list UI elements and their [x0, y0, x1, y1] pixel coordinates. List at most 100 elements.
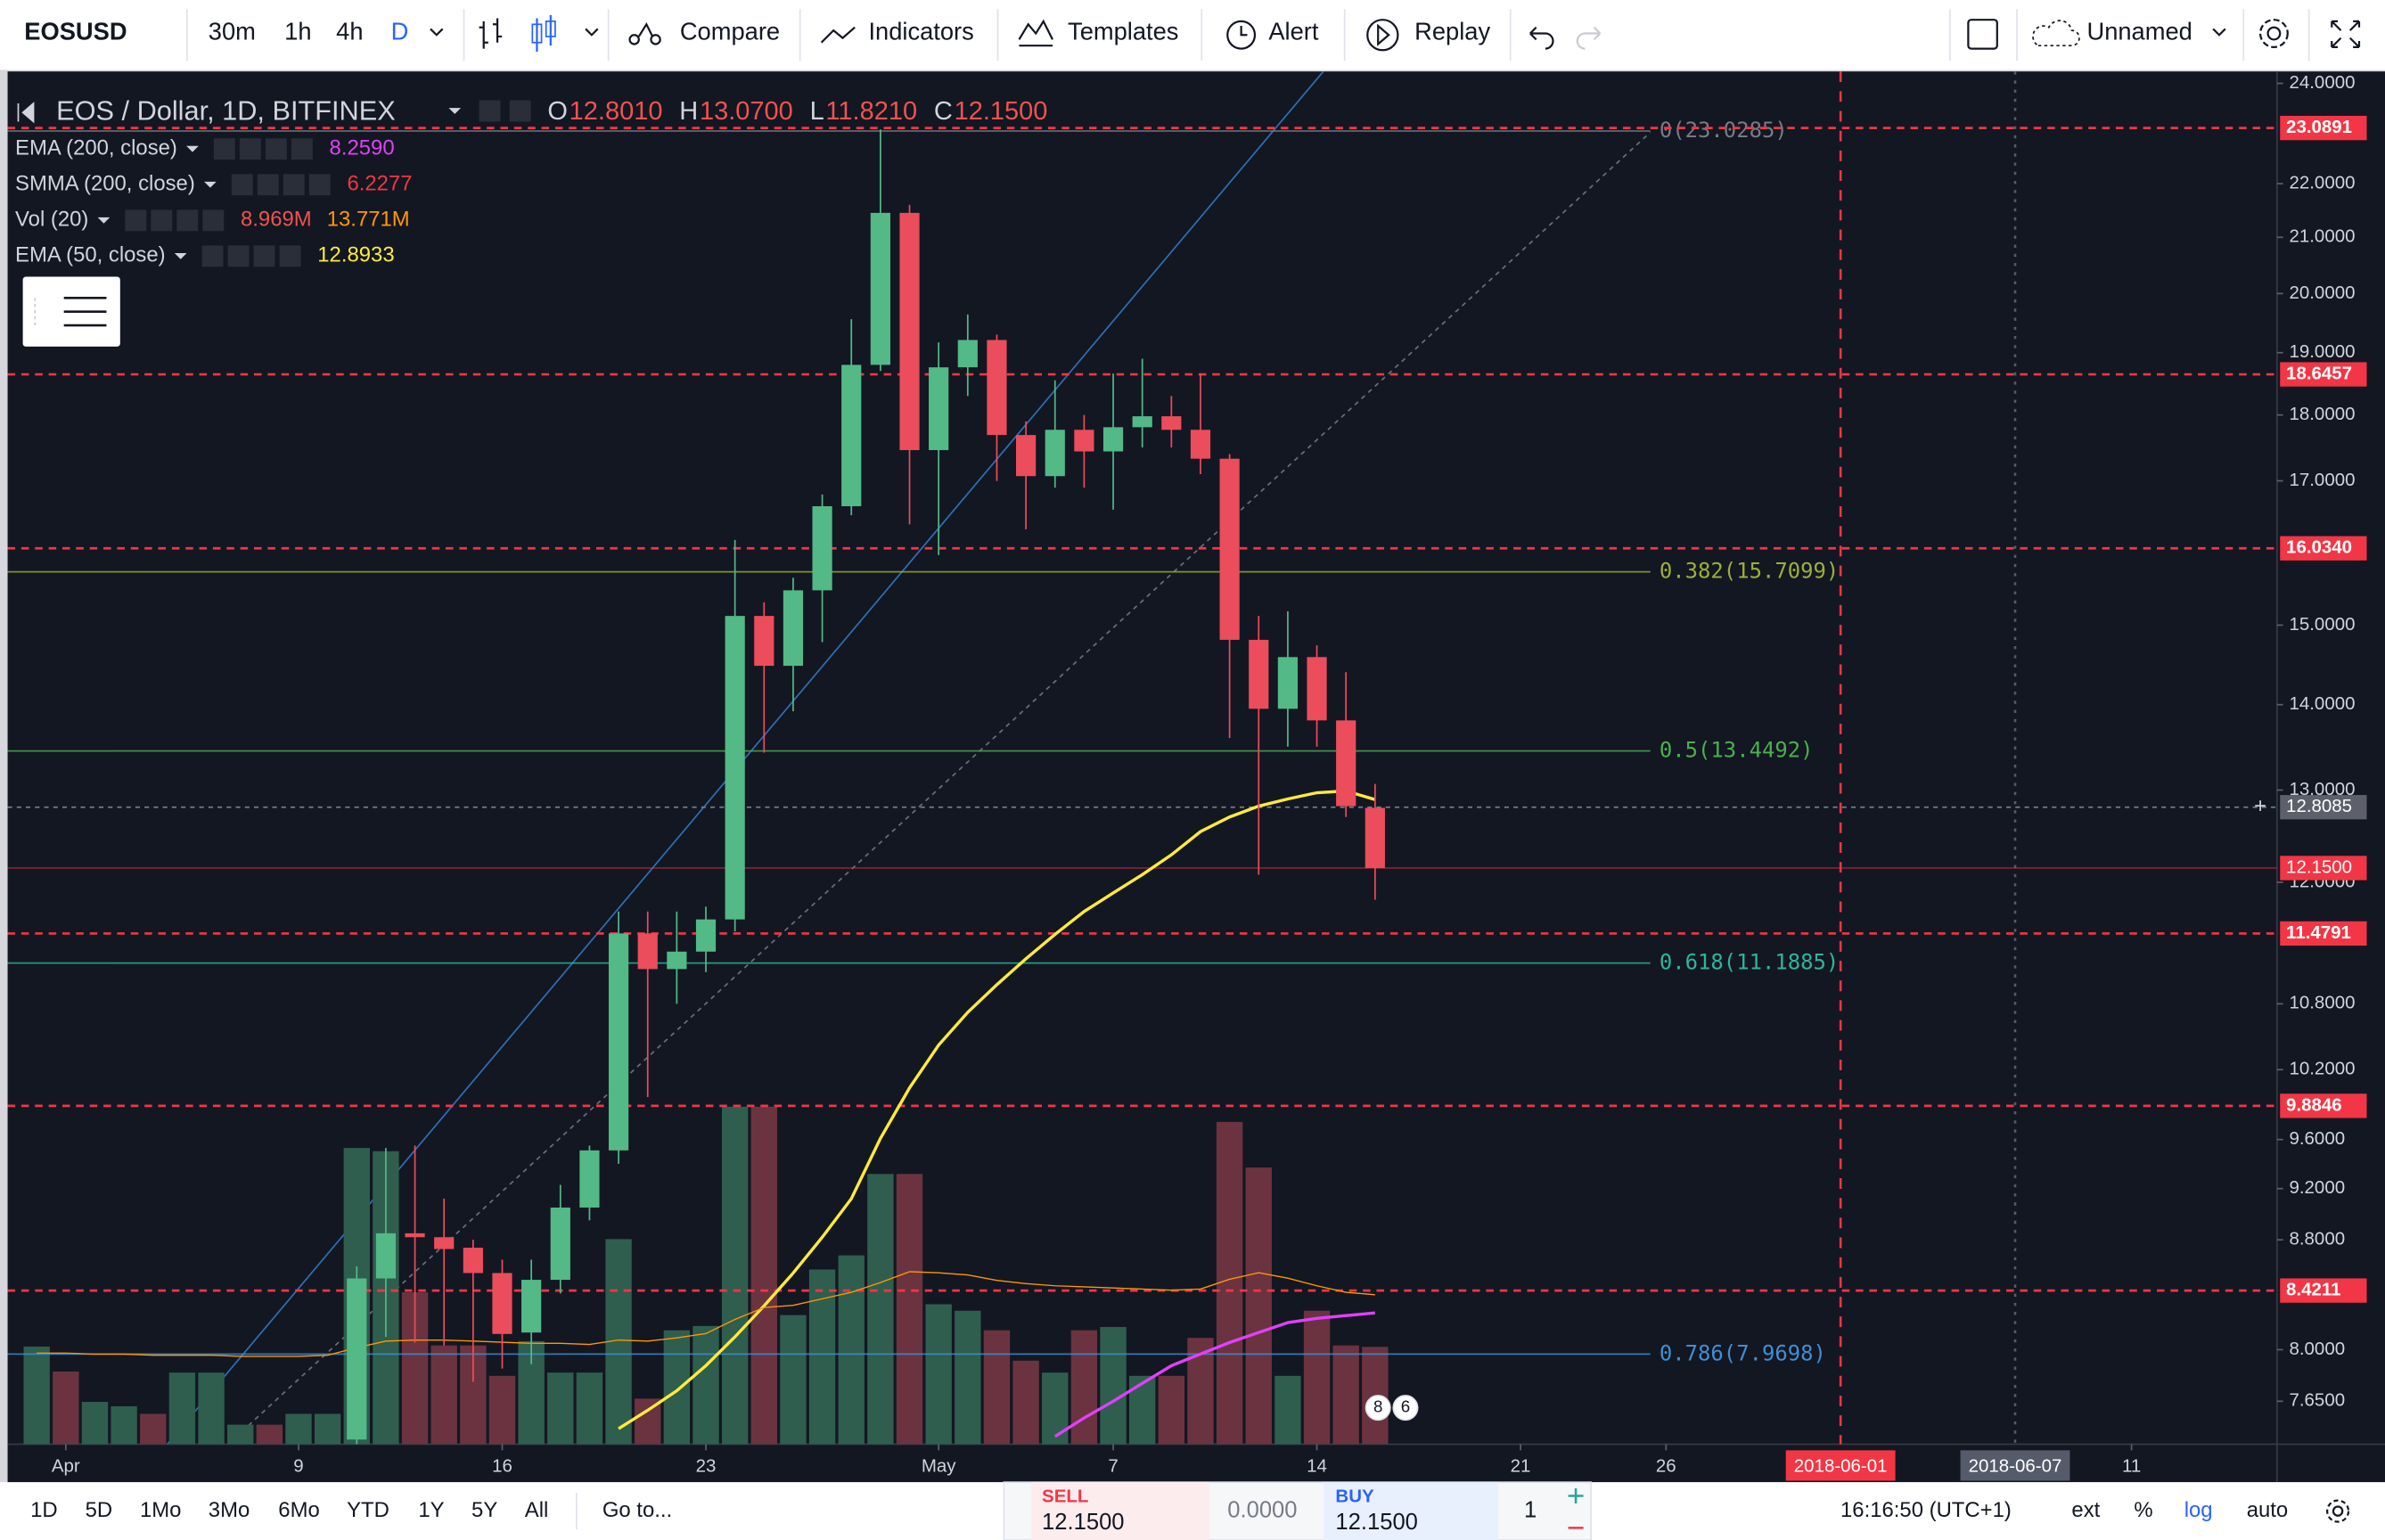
interval[interactable]: D [391, 18, 409, 45]
icon-button[interactable] [176, 209, 199, 232]
layout-name[interactable]: Unnamed [2087, 18, 2192, 45]
cloud-icon[interactable] [2032, 20, 2080, 47]
bar-style-icon[interactable] [479, 18, 503, 49]
undo[interactable] [1529, 26, 1554, 50]
interval[interactable]: 1h [284, 18, 311, 45]
volume-bar [547, 1372, 574, 1445]
event-badge[interactable] [1365, 1395, 1391, 1421]
crosshair-label: 12.8085 [2286, 796, 2352, 816]
sell-label: SELL [1042, 1487, 1088, 1507]
range-button[interactable]: 1Mo [140, 1498, 181, 1522]
caret[interactable] [585, 28, 599, 37]
compare-icon[interactable] [628, 22, 661, 45]
date-marker-label: 2018-06-01 [1794, 1456, 1888, 1477]
level-marker [2280, 115, 2367, 141]
y-tick-label: 8.0000 [2289, 1339, 2345, 1359]
icon-button[interactable] [479, 100, 501, 122]
caret[interactable] [204, 181, 217, 188]
range-button[interactable]: 5Y [471, 1498, 497, 1522]
icon-button[interactable] [231, 174, 253, 196]
y-tick-label: 15.0000 [2289, 614, 2355, 635]
icon-button[interactable] [509, 100, 531, 122]
y-tick-label: 8.8000 [2289, 1229, 2345, 1249]
caret[interactable] [186, 145, 199, 152]
range-button[interactable]: All [525, 1498, 549, 1522]
fullscreen-icon[interactable] [2331, 20, 2361, 48]
range-button[interactable]: 1D [30, 1498, 58, 1522]
icon-button[interactable] [279, 245, 301, 267]
settings-icon[interactable] [2326, 1499, 2350, 1523]
ohlc-key: L [810, 97, 824, 126]
volume-bar [314, 1413, 341, 1445]
icon-button[interactable] [151, 209, 173, 232]
templates-icon[interactable] [1018, 19, 1053, 47]
range-button[interactable]: 1Y [418, 1498, 444, 1522]
candle-body [1102, 427, 1124, 452]
toolbar [0, 0, 2385, 70]
symbol[interactable]: EOSUSD [24, 18, 127, 45]
alert-icon[interactable] [1226, 20, 1257, 50]
icon-button[interactable] [308, 174, 331, 196]
redo[interactable] [1576, 26, 1602, 50]
caret[interactable] [2212, 28, 2226, 37]
caret[interactable] [430, 28, 444, 37]
range-button[interactable]: 6Mo [278, 1498, 319, 1522]
icon-button[interactable] [202, 209, 225, 232]
event-badge-label[interactable]: 8 [1373, 1397, 1382, 1416]
ext-toggle[interactable]: ext [2071, 1498, 2100, 1522]
level-marker [2280, 362, 2367, 387]
percent-toggle[interactable]: % [2134, 1498, 2152, 1522]
legend: O 12.8010 H 13.0700 L 11.8210 C 12.1500 EMA (200… [15, 97, 1047, 267]
icon-button[interactable] [265, 138, 287, 160]
caret[interactable] [97, 217, 111, 224]
candle-body [1336, 720, 1356, 807]
compare-button[interactable]: Compare [680, 18, 780, 45]
icon-button[interactable] [125, 209, 147, 232]
templates-button[interactable]: Templates [1068, 18, 1178, 45]
x-tick-label: Apr [52, 1456, 80, 1477]
icon-button[interactable] [239, 138, 261, 160]
indicators-button[interactable]: Indicators [868, 18, 973, 45]
layout-icon[interactable] [1967, 19, 1998, 50]
interval[interactable]: 4h [336, 18, 363, 45]
volume-bar [140, 1413, 167, 1445]
alert-button[interactable]: Alert [1268, 18, 1319, 45]
indicator-line [618, 789, 1376, 1430]
candle-body [521, 1280, 542, 1333]
range-button[interactable]: YTD [347, 1498, 389, 1522]
volume-bar [198, 1372, 225, 1445]
event-badge-label[interactable]: 6 [1401, 1397, 1410, 1416]
log-toggle[interactable]: log [2184, 1498, 2213, 1522]
replay-button[interactable]: Replay [1414, 18, 1490, 45]
quantity[interactable]: 1 [1524, 1497, 1537, 1522]
icon-button[interactable] [227, 245, 250, 267]
candle-body [899, 212, 920, 451]
volume-bar [488, 1375, 516, 1445]
fib-label: 0.618(11.1885) [1660, 950, 1839, 975]
auto-toggle[interactable]: auto [2247, 1498, 2288, 1522]
icon-button[interactable] [291, 138, 313, 160]
icon-button[interactable] [257, 174, 279, 196]
event-badge[interactable] [1392, 1395, 1419, 1421]
range-button[interactable]: 5D [86, 1498, 113, 1522]
icon-button[interactable] [283, 174, 305, 196]
collapse-icon[interactable] [17, 102, 35, 124]
caret[interactable] [174, 253, 187, 259]
sell-button[interactable] [1031, 1482, 1209, 1540]
goto[interactable]: Go to... [602, 1498, 672, 1522]
interval[interactable]: 30m [209, 18, 256, 45]
replay-icon[interactable] [1366, 19, 1399, 52]
settings-icon[interactable] [2258, 19, 2289, 48]
increase[interactable] [1568, 1488, 1584, 1504]
buy-button[interactable] [1323, 1482, 1499, 1540]
indicators-icon[interactable] [820, 26, 856, 44]
icon-button[interactable] [253, 245, 275, 267]
caret[interactable] [448, 108, 462, 114]
y-tick-label: 17.0000 [2289, 470, 2355, 490]
range-button[interactable]: 3Mo [209, 1498, 250, 1522]
candle-icon[interactable] [531, 15, 556, 52]
candle-body [667, 951, 687, 970]
icon-button[interactable] [213, 138, 235, 160]
legend-menu[interactable] [22, 276, 120, 347]
icon-button[interactable] [201, 245, 224, 267]
